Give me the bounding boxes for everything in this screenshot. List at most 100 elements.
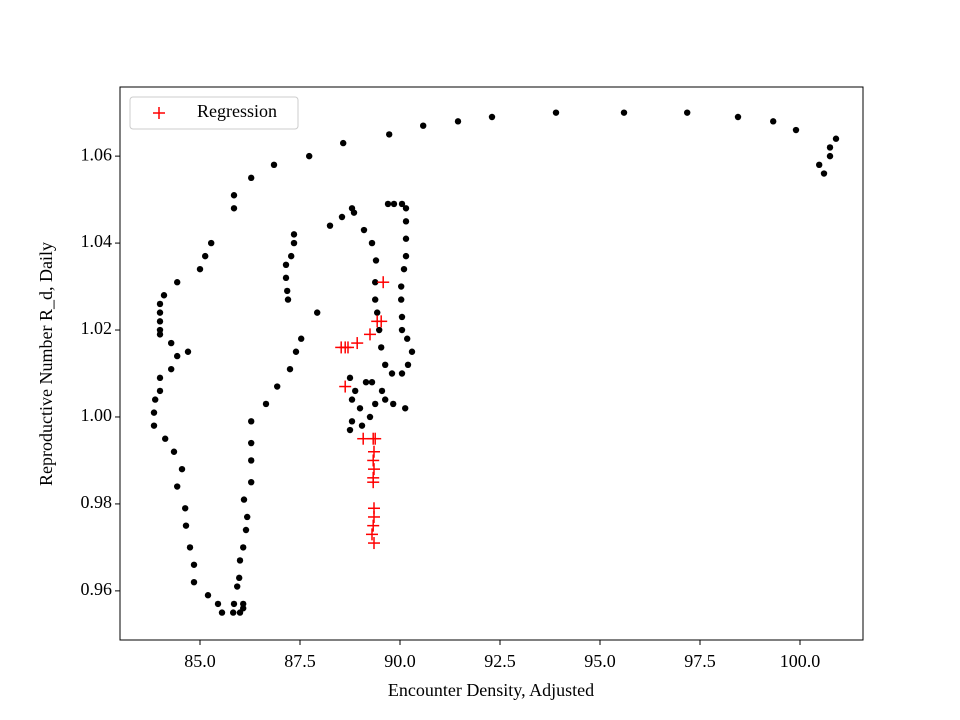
point <box>816 161 823 169</box>
point <box>348 418 356 425</box>
point <box>230 609 237 616</box>
point <box>350 209 358 216</box>
y-tick-label: 0.96 <box>81 579 113 599</box>
point <box>372 400 379 408</box>
point <box>236 574 243 582</box>
point <box>282 274 290 282</box>
point <box>404 361 412 369</box>
point <box>182 522 190 529</box>
point <box>274 383 281 390</box>
point <box>366 528 378 541</box>
point <box>202 252 209 260</box>
point <box>402 235 410 242</box>
point <box>234 583 241 590</box>
point <box>386 131 393 138</box>
point <box>552 109 560 116</box>
point <box>160 292 168 299</box>
point <box>367 476 380 489</box>
point <box>340 139 347 147</box>
point <box>214 600 222 608</box>
x-tick-label: 92.5 <box>484 651 516 671</box>
point <box>402 405 409 412</box>
point <box>284 296 292 303</box>
point <box>390 400 397 408</box>
point <box>420 122 427 129</box>
point <box>734 113 742 121</box>
y-tick-label: 1.00 <box>81 405 113 425</box>
point <box>248 439 255 447</box>
point <box>298 335 305 342</box>
point <box>290 239 298 247</box>
point <box>402 205 410 212</box>
point <box>792 126 800 134</box>
point <box>156 374 164 382</box>
x-tick-label: 85.0 <box>184 651 216 671</box>
point <box>377 276 390 289</box>
point <box>398 313 406 321</box>
point <box>400 265 408 273</box>
point <box>190 578 198 586</box>
point <box>398 370 406 377</box>
point <box>248 457 255 464</box>
point <box>156 318 164 325</box>
point <box>174 279 181 286</box>
point <box>270 161 278 169</box>
point <box>402 252 410 260</box>
point <box>378 344 385 351</box>
point <box>368 537 380 550</box>
y-axis-label: Reproductive Number R_d, Daily <box>36 242 56 486</box>
y-tick-label: 1.02 <box>81 318 113 338</box>
point <box>832 135 840 142</box>
point <box>368 378 376 386</box>
point <box>408 348 416 355</box>
point <box>488 113 496 121</box>
point <box>338 213 346 221</box>
point <box>152 396 159 403</box>
point <box>182 505 189 512</box>
point <box>248 418 255 425</box>
point <box>156 300 164 308</box>
point <box>348 396 356 403</box>
point <box>346 374 354 382</box>
point <box>360 226 368 234</box>
point <box>826 144 834 151</box>
point <box>620 109 628 116</box>
point <box>156 331 164 338</box>
point <box>288 252 295 260</box>
legend-box <box>129 96 299 130</box>
point <box>371 315 384 328</box>
point <box>367 454 380 467</box>
point <box>368 445 380 458</box>
point <box>204 592 212 599</box>
point <box>230 192 238 199</box>
point <box>398 200 406 208</box>
point <box>368 463 380 476</box>
point <box>236 557 244 564</box>
point <box>820 170 828 177</box>
point <box>150 409 158 416</box>
point <box>358 422 366 429</box>
point <box>174 352 181 360</box>
point <box>168 365 175 373</box>
point <box>372 279 379 286</box>
point <box>240 496 248 503</box>
point <box>339 341 352 354</box>
y-tick-label: 0.98 <box>81 492 113 512</box>
point <box>240 544 247 551</box>
point <box>240 600 247 608</box>
point <box>339 380 352 393</box>
x-tick-label: 97.5 <box>684 651 716 671</box>
point <box>356 405 364 412</box>
point <box>388 370 396 377</box>
point <box>282 261 290 269</box>
point <box>196 265 204 273</box>
point <box>262 400 270 408</box>
point <box>346 426 354 434</box>
point <box>162 435 169 442</box>
y-tick-label: 1.04 <box>81 231 113 251</box>
point <box>368 239 376 247</box>
point <box>150 422 158 429</box>
point <box>352 387 359 395</box>
point <box>156 309 164 316</box>
